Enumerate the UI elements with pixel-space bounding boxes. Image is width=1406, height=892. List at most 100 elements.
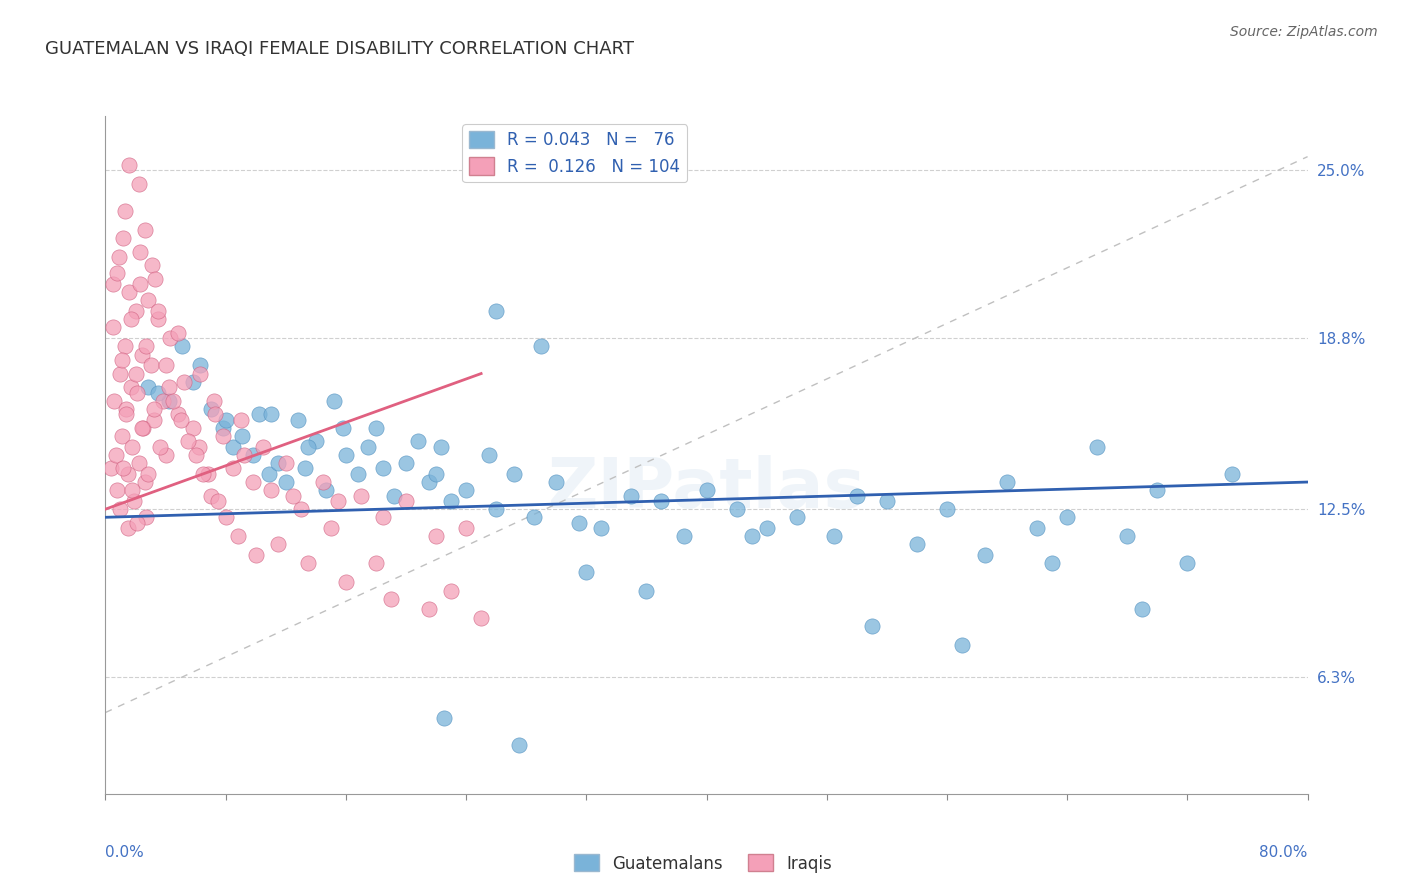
Point bbox=[104, 448, 127, 462]
Point bbox=[425, 529, 447, 543]
Point bbox=[139, 359, 162, 373]
Legend: R = 0.043   N =   76, R =  0.126   N = 104: R = 0.043 N = 76, R = 0.126 N = 104 bbox=[463, 124, 688, 182]
Point bbox=[755, 521, 778, 535]
Point bbox=[1222, 467, 1244, 481]
Point bbox=[200, 401, 222, 416]
Point bbox=[485, 502, 508, 516]
Point bbox=[485, 304, 508, 318]
Point bbox=[200, 489, 222, 503]
Point bbox=[122, 494, 145, 508]
Point bbox=[157, 393, 180, 408]
Point bbox=[425, 467, 447, 481]
Point bbox=[328, 494, 350, 508]
Point bbox=[135, 339, 157, 353]
Point bbox=[1026, 521, 1049, 535]
Point bbox=[129, 277, 152, 291]
Point bbox=[184, 448, 207, 462]
Point bbox=[696, 483, 718, 498]
Point bbox=[347, 467, 370, 481]
Point bbox=[112, 231, 135, 245]
Point bbox=[382, 489, 405, 503]
Point bbox=[406, 434, 429, 449]
Point bbox=[202, 393, 225, 408]
Point bbox=[131, 348, 153, 362]
Point bbox=[315, 483, 337, 498]
Point bbox=[159, 331, 181, 345]
Point bbox=[876, 494, 898, 508]
Point bbox=[274, 456, 297, 470]
Point bbox=[128, 456, 150, 470]
Point bbox=[229, 412, 252, 426]
Point bbox=[111, 429, 134, 443]
Point bbox=[247, 407, 270, 421]
Point bbox=[181, 421, 204, 435]
Point bbox=[395, 456, 418, 470]
Point bbox=[267, 456, 290, 470]
Point bbox=[546, 475, 568, 489]
Point bbox=[101, 277, 124, 291]
Point bbox=[1056, 510, 1078, 524]
Point bbox=[995, 475, 1018, 489]
Point bbox=[1040, 557, 1063, 571]
Point bbox=[283, 489, 305, 503]
Point bbox=[162, 393, 184, 408]
Point bbox=[478, 448, 501, 462]
Point bbox=[260, 407, 283, 421]
Point bbox=[470, 610, 492, 624]
Point bbox=[252, 440, 274, 454]
Point bbox=[191, 467, 214, 481]
Point bbox=[530, 339, 553, 353]
Point bbox=[207, 494, 229, 508]
Point bbox=[146, 304, 169, 318]
Point bbox=[845, 489, 868, 503]
Point bbox=[100, 461, 122, 475]
Point bbox=[166, 407, 188, 421]
Point bbox=[373, 461, 395, 475]
Point bbox=[118, 158, 141, 172]
Point bbox=[142, 412, 165, 426]
Point bbox=[115, 401, 138, 416]
Point bbox=[112, 461, 135, 475]
Point bbox=[260, 483, 283, 498]
Point bbox=[350, 489, 373, 503]
Point bbox=[125, 385, 148, 400]
Point bbox=[287, 412, 309, 426]
Point bbox=[169, 412, 191, 426]
Point bbox=[108, 250, 131, 264]
Point bbox=[373, 510, 395, 524]
Point bbox=[429, 440, 451, 454]
Text: 0.0%: 0.0% bbox=[105, 845, 145, 860]
Point bbox=[222, 440, 245, 454]
Point bbox=[650, 494, 672, 508]
Text: Source: ZipAtlas.com: Source: ZipAtlas.com bbox=[1230, 25, 1378, 39]
Point bbox=[135, 510, 157, 524]
Point bbox=[905, 537, 928, 551]
Text: ZIPatlas: ZIPatlas bbox=[547, 455, 866, 523]
Point bbox=[117, 467, 139, 481]
Point bbox=[117, 521, 139, 535]
Point bbox=[364, 557, 387, 571]
Point bbox=[226, 529, 249, 543]
Point bbox=[107, 483, 129, 498]
Point bbox=[136, 293, 159, 308]
Point bbox=[305, 434, 328, 449]
Point bbox=[214, 510, 236, 524]
Point bbox=[741, 529, 763, 543]
Point bbox=[136, 380, 159, 394]
Point bbox=[245, 548, 267, 562]
Point bbox=[418, 475, 440, 489]
Point bbox=[364, 421, 387, 435]
Point bbox=[129, 244, 152, 259]
Point bbox=[672, 529, 695, 543]
Point bbox=[118, 285, 141, 300]
Point bbox=[155, 448, 177, 462]
Point bbox=[173, 375, 195, 389]
Point bbox=[860, 619, 883, 633]
Point bbox=[290, 502, 312, 516]
Point bbox=[395, 494, 418, 508]
Point bbox=[120, 312, 142, 326]
Point bbox=[418, 602, 440, 616]
Point bbox=[357, 440, 380, 454]
Point bbox=[312, 475, 335, 489]
Point bbox=[242, 475, 264, 489]
